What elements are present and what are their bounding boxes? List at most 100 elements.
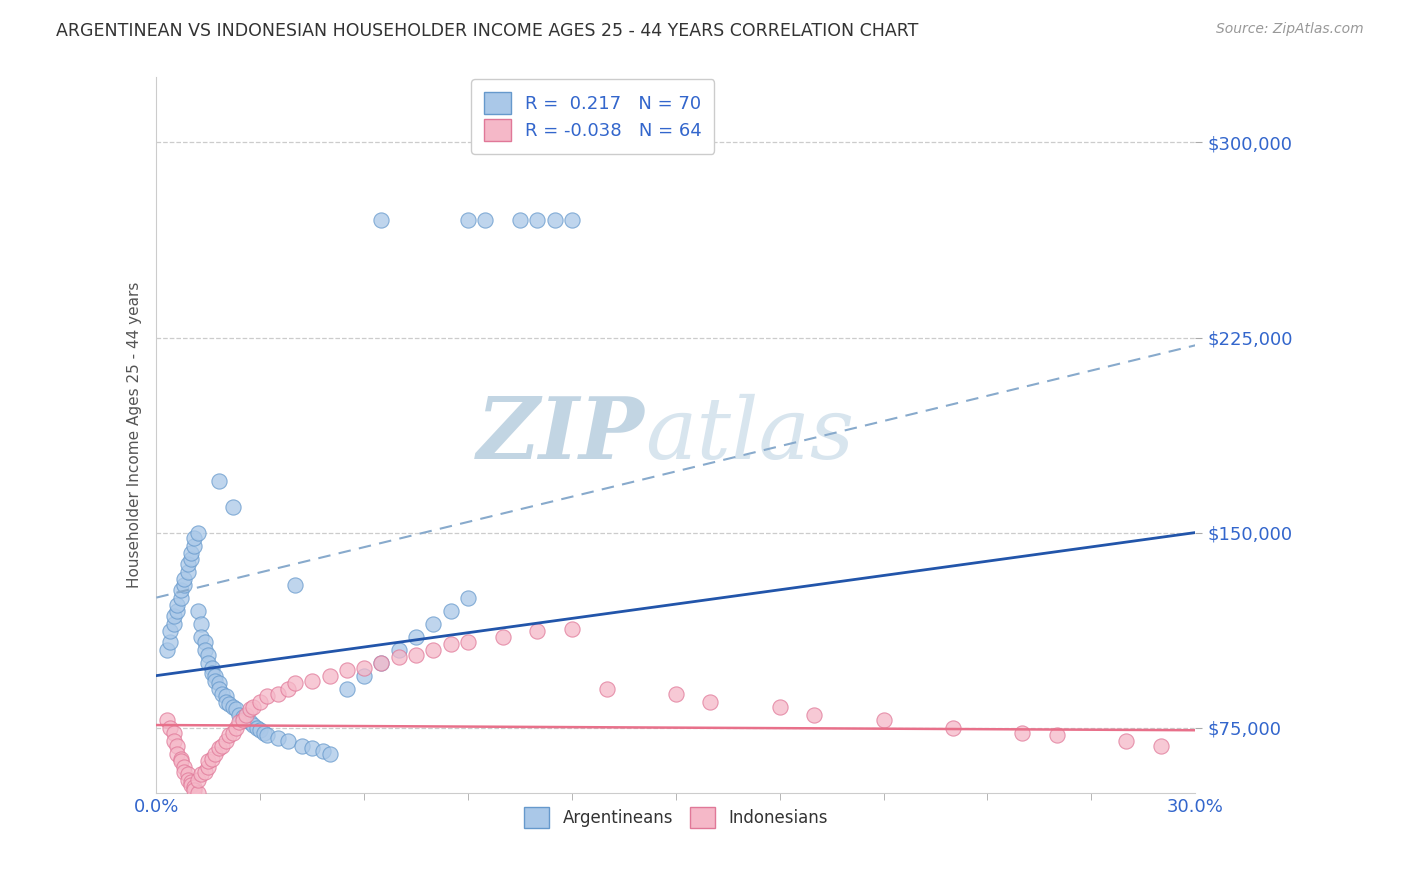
Point — [457, 635, 479, 649]
Point — [228, 715, 250, 730]
Point — [318, 668, 340, 682]
Point — [492, 630, 515, 644]
Point — [246, 721, 269, 735]
Point — [769, 699, 792, 714]
Point — [301, 741, 323, 756]
Point — [405, 648, 427, 662]
Point — [388, 650, 411, 665]
Point — [159, 624, 181, 639]
Text: ARGENTINEAN VS INDONESIAN HOUSEHOLDER INCOME AGES 25 - 44 YEARS CORRELATION CHAR: ARGENTINEAN VS INDONESIAN HOUSEHOLDER IN… — [56, 22, 918, 40]
Point — [256, 728, 278, 742]
Point — [194, 635, 217, 649]
Point — [284, 577, 307, 591]
Point — [526, 624, 548, 639]
Point — [595, 681, 617, 696]
Point — [163, 726, 186, 740]
Point — [208, 474, 231, 488]
Text: atlas: atlas — [645, 393, 853, 476]
Point — [225, 721, 247, 735]
Point — [190, 616, 212, 631]
Point — [169, 755, 191, 769]
Point — [194, 764, 217, 779]
Point — [353, 661, 375, 675]
Point — [187, 525, 209, 540]
Point — [266, 687, 288, 701]
Point — [543, 213, 565, 227]
Point — [218, 697, 240, 711]
Point — [370, 656, 392, 670]
Point — [242, 718, 264, 732]
Point — [183, 539, 205, 553]
Point — [187, 786, 209, 800]
Point — [301, 673, 323, 688]
Point — [166, 604, 188, 618]
Point — [163, 616, 186, 631]
Point — [201, 752, 224, 766]
Point — [211, 687, 233, 701]
Point — [159, 635, 181, 649]
Point — [388, 642, 411, 657]
Point — [197, 755, 219, 769]
Point — [1046, 728, 1069, 742]
Point — [405, 630, 427, 644]
Point — [665, 687, 688, 701]
Point — [180, 551, 202, 566]
Point — [561, 622, 583, 636]
Point — [197, 759, 219, 773]
Point — [353, 668, 375, 682]
Point — [457, 213, 479, 227]
Point — [249, 695, 271, 709]
Point — [561, 213, 583, 227]
Point — [173, 577, 195, 591]
Point — [163, 608, 186, 623]
Point — [336, 681, 359, 696]
Point — [699, 695, 721, 709]
Point — [1149, 739, 1171, 753]
Point — [370, 213, 392, 227]
Point — [218, 728, 240, 742]
Point — [208, 681, 231, 696]
Point — [173, 759, 195, 773]
Point — [225, 702, 247, 716]
Point — [204, 668, 226, 682]
Point — [197, 648, 219, 662]
Point — [221, 500, 243, 514]
Point — [291, 739, 314, 753]
Point — [336, 664, 359, 678]
Point — [422, 642, 444, 657]
Point — [235, 713, 257, 727]
Point — [187, 604, 209, 618]
Point — [474, 213, 496, 227]
Point — [194, 642, 217, 657]
Point — [159, 721, 181, 735]
Point — [422, 616, 444, 631]
Text: ZIP: ZIP — [477, 393, 645, 477]
Point — [176, 767, 198, 781]
Point — [183, 780, 205, 795]
Point — [197, 656, 219, 670]
Point — [180, 778, 202, 792]
Point — [232, 713, 254, 727]
Point — [208, 676, 231, 690]
Point — [256, 690, 278, 704]
Point — [239, 715, 262, 730]
Point — [176, 565, 198, 579]
Legend: Argentineans, Indonesians: Argentineans, Indonesians — [517, 801, 834, 834]
Point — [214, 733, 236, 747]
Point — [872, 713, 894, 727]
Point — [204, 673, 226, 688]
Y-axis label: Householder Income Ages 25 - 44 years: Householder Income Ages 25 - 44 years — [128, 282, 142, 588]
Point — [311, 744, 333, 758]
Point — [163, 733, 186, 747]
Point — [180, 546, 202, 560]
Point — [204, 747, 226, 761]
Point — [284, 676, 307, 690]
Point — [169, 591, 191, 605]
Point — [221, 699, 243, 714]
Point — [235, 707, 257, 722]
Point — [370, 656, 392, 670]
Point — [169, 752, 191, 766]
Point — [156, 713, 179, 727]
Point — [318, 747, 340, 761]
Point — [266, 731, 288, 745]
